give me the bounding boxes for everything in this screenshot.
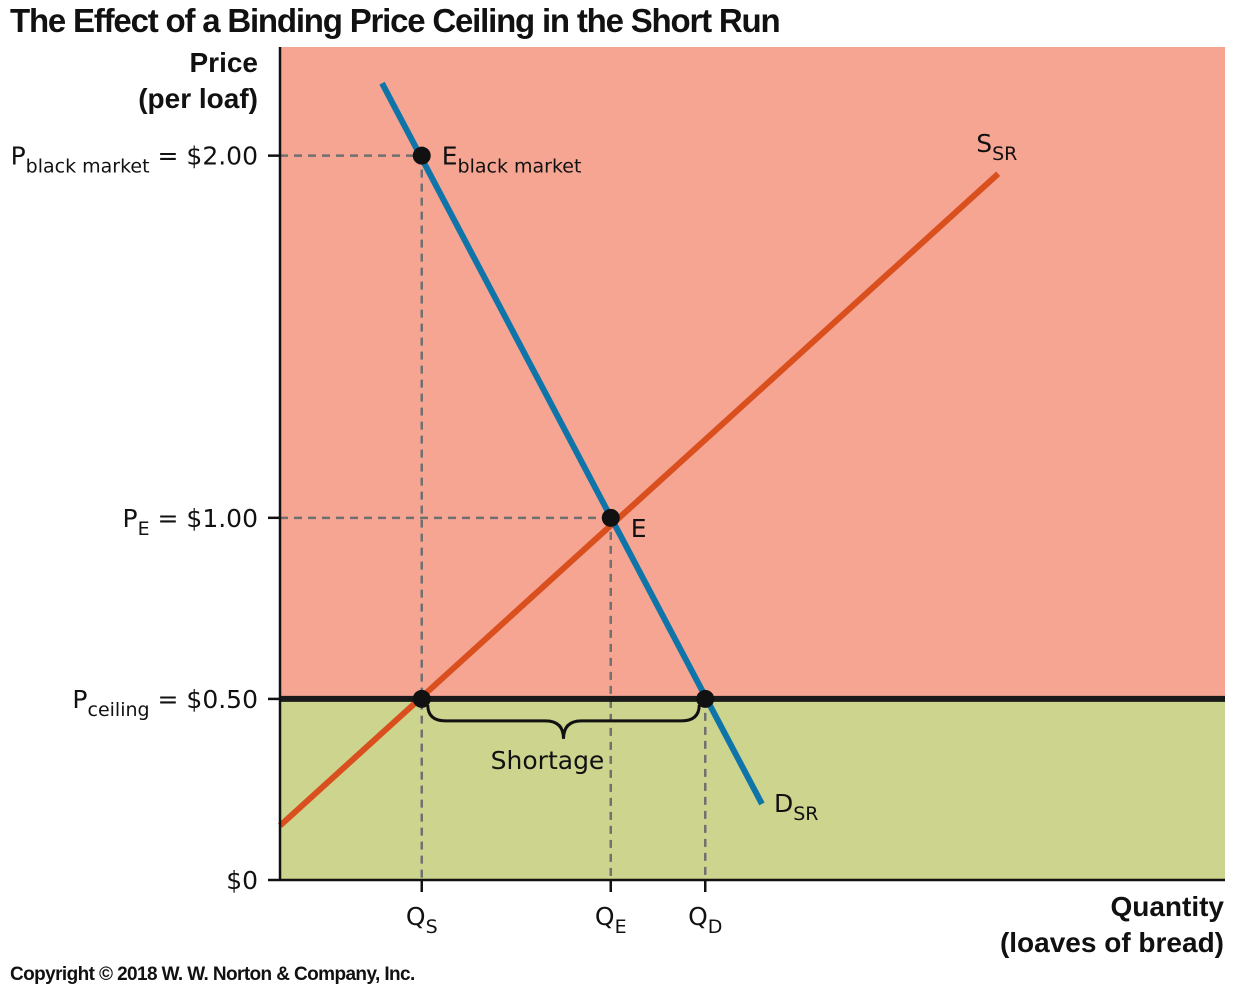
x-axis-title-1: (loaves of bread) <box>1000 927 1224 958</box>
point-label-1: E <box>631 514 647 543</box>
y-tick-label-1: PE = $1.00 <box>122 504 258 540</box>
demand-curve <box>379 81 765 806</box>
y-axis-title-0: Price <box>190 47 259 78</box>
region-above-ceiling <box>280 47 1225 699</box>
point-2 <box>412 689 431 708</box>
x-tick-label-0: QS <box>406 902 438 938</box>
x-tick-label-2: QD <box>688 902 722 938</box>
point-label-0: Eblack market <box>442 142 582 178</box>
supply-label: SSR <box>976 129 1017 165</box>
chart-title: The Effect of a Binding Price Ceiling in… <box>10 2 781 39</box>
y-tick-label-3: $0 <box>226 866 258 895</box>
point-1 <box>601 508 620 527</box>
y-tick-label-0: Pblack market = $2.00 <box>11 142 258 178</box>
shortage-label: Shortage <box>491 746 605 775</box>
x-axis-title-0: Quantity <box>1110 891 1224 922</box>
copyright-notice: Copyright © 2018 W. W. Norton & Company,… <box>10 964 415 985</box>
point-3 <box>696 689 715 708</box>
y-axis-title-1: (per loaf) <box>138 83 258 114</box>
y-tick-label-2: Pceiling = $0.50 <box>72 685 258 721</box>
shortage-brace <box>426 704 701 739</box>
x-tick-label-1: QE <box>595 902 627 938</box>
point-0 <box>412 146 431 165</box>
supply-curve <box>277 171 1001 828</box>
demand-label: DSR <box>774 789 819 825</box>
